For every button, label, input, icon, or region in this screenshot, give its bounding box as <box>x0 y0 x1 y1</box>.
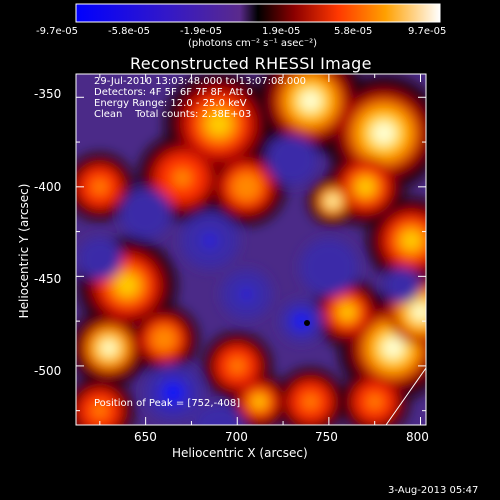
heatmap-blob <box>156 332 172 347</box>
colorbar-tick: 1.9e-05 <box>262 26 301 37</box>
heatmap-blob <box>201 232 218 249</box>
x-tick-label: 650 <box>134 430 157 444</box>
colorbar-tick: -9.7e-05 <box>36 26 78 37</box>
info-line: Detectors: 4F 5F 6F 7F 8F, Att 0 <box>94 87 254 98</box>
heatmap-blob <box>397 280 408 291</box>
info-line: 29-Jul-2010 13:03:48.000 to 13:07:08.000 <box>94 76 306 87</box>
heatmap-blob <box>299 89 322 112</box>
peak-label: Position of Peak = [752,-408] <box>94 398 241 409</box>
heatmap-blob <box>340 305 355 320</box>
peak-marker <box>304 320 310 326</box>
colorbar-tick: 9.7e-05 <box>408 26 447 37</box>
heatmap-blob <box>238 178 255 195</box>
x-tick-label: 800 <box>406 430 429 444</box>
heatmap-blob <box>253 395 266 408</box>
colorbar-tick: -5.8e-05 <box>108 26 150 37</box>
colorbar-tick: -1.9e-05 <box>180 26 222 37</box>
heatmap-blob <box>367 394 382 409</box>
colorbar-tick: 5.8e-05 <box>334 26 373 37</box>
heatmap-blob <box>402 231 421 250</box>
y-tick-label: -450 <box>34 272 62 286</box>
colorbar-units: (photons cm⁻² s⁻¹ asec⁻²) <box>188 38 318 49</box>
plot-title: Reconstructed RHESSI Image <box>130 54 372 73</box>
x-tick-label: 750 <box>315 430 338 444</box>
heatmap-blob <box>239 287 254 302</box>
heatmap-blob <box>411 303 426 322</box>
heatmap-blob <box>206 416 232 425</box>
heatmap-blob <box>92 179 108 194</box>
plot-frame <box>75 73 427 426</box>
heatmap-blob <box>230 358 245 373</box>
footer-timestamp: 3-Aug-2013 05:47 <box>388 485 479 496</box>
heatmap-blob <box>303 394 318 409</box>
info-line: Clean Total counts: 2.38E+03 <box>94 109 252 120</box>
heatmap-blob <box>327 196 338 207</box>
heatmap-blob <box>117 275 138 296</box>
y-tick-label: -500 <box>34 364 62 378</box>
heatmap-blob <box>93 252 106 265</box>
limb-line <box>385 367 427 426</box>
heatmap-blob <box>320 259 338 276</box>
heatmap-blob <box>285 152 300 167</box>
heatmap-blob <box>212 421 226 425</box>
heatmap-blob <box>173 168 192 187</box>
x-axis-title: Heliocentric X (arcsec) <box>172 446 308 460</box>
y-tick-label: -400 <box>34 180 62 194</box>
heatmap-blob <box>381 336 405 360</box>
info-line: Energy Range: 12.0 - 25.0 keV <box>94 98 247 109</box>
heatmap-blob <box>164 384 182 401</box>
heatmap-blob <box>207 113 231 136</box>
colorbar <box>75 3 441 23</box>
heatmap-blob <box>100 339 118 357</box>
heatmap-blob <box>138 206 153 221</box>
y-tick-label: -350 <box>34 87 62 101</box>
heatmap-blob <box>92 403 108 418</box>
x-tick-label: 700 <box>225 430 248 444</box>
heatmap-blob <box>357 178 374 195</box>
y-axis-title: Heliocentric Y (arcsec) <box>17 183 31 319</box>
heatmap-blob <box>371 121 397 146</box>
